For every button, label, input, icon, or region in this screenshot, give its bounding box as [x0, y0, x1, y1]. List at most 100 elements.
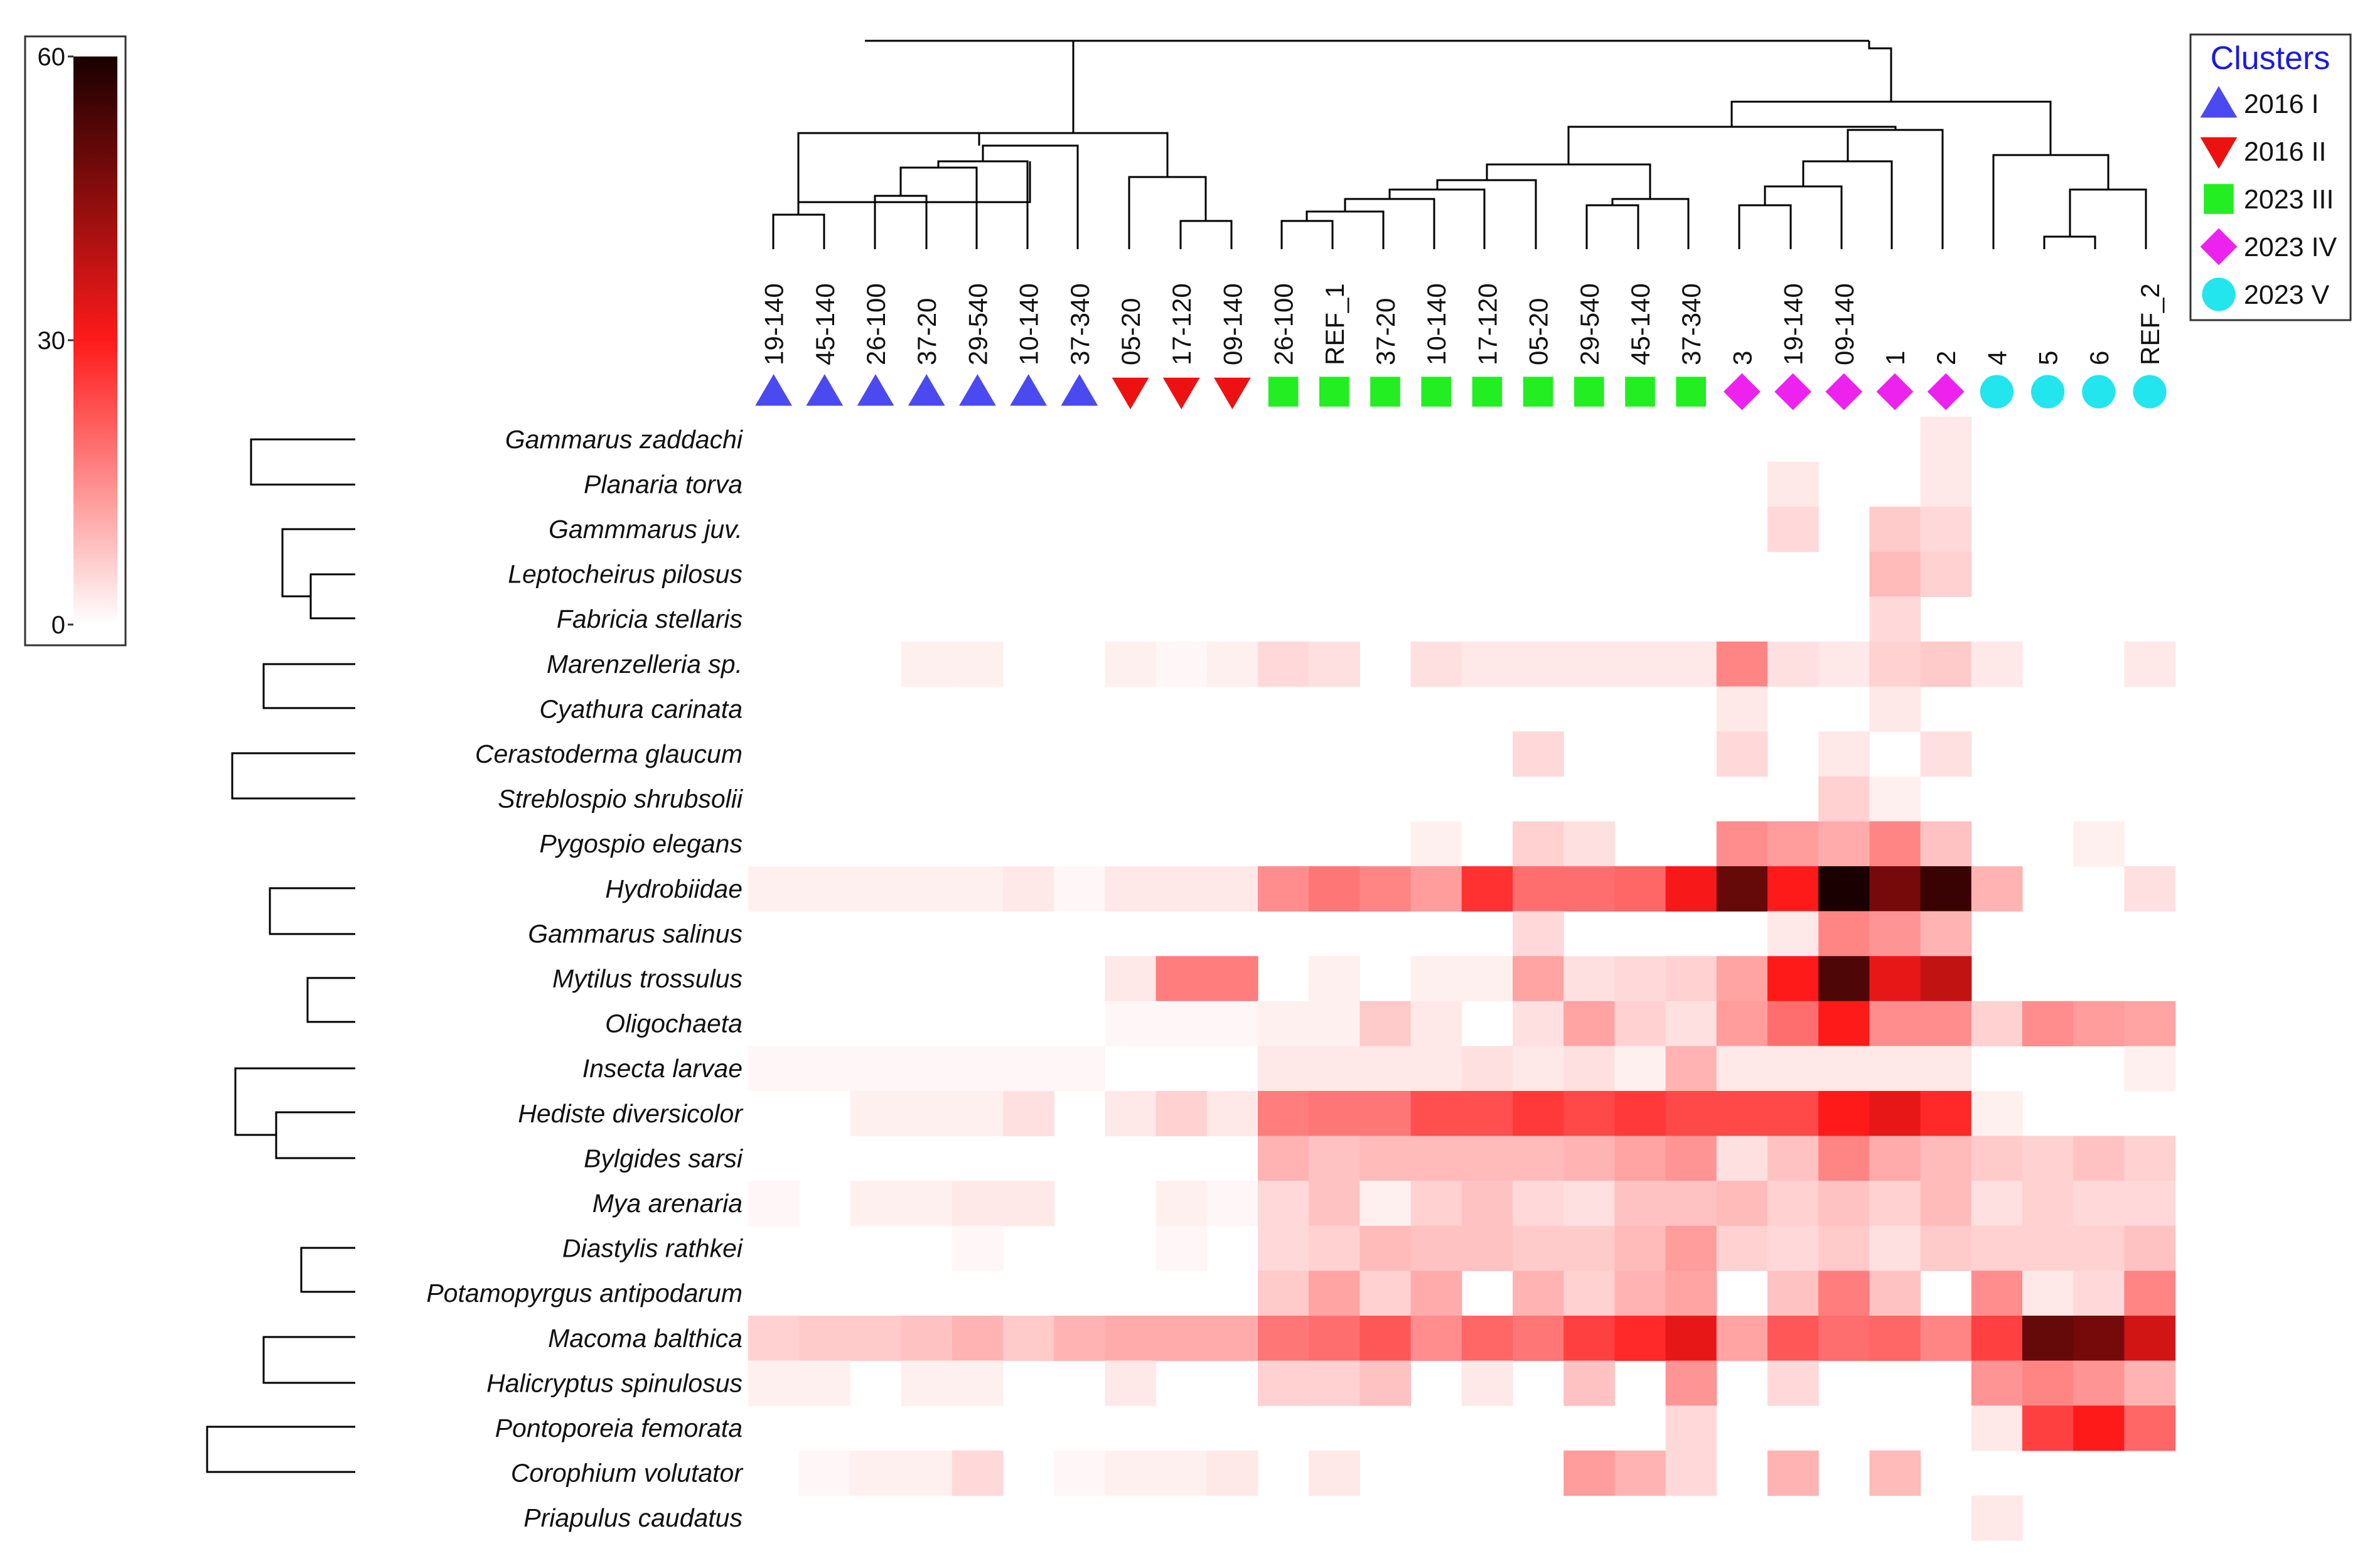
circle-marker [2031, 375, 2065, 409]
triangle-up-marker [755, 374, 792, 406]
column-labels: 19-140 45-140 26-100 37-20 29-540 10-140 37-34… [759, 283, 2165, 365]
heatmap-cell [1309, 956, 1360, 1002]
heatmap-cell [1258, 1136, 1309, 1181]
heatmap-cell [1258, 866, 1309, 912]
heatmap-cell [1309, 1091, 1360, 1137]
heatmap-cell [1258, 1360, 1309, 1406]
heatmap-cell [1716, 1181, 1768, 1227]
heatmap-cell [748, 1360, 800, 1406]
heatmap-cell [1563, 1225, 1615, 1271]
circle-marker [2202, 277, 2236, 311]
heatmap-cell [1869, 1450, 1921, 1496]
heatmap-cell [1818, 1181, 1870, 1227]
heatmap-cell [1920, 911, 1972, 957]
heatmap-cell [1309, 1316, 1360, 1361]
heatmap-cell [2073, 1225, 2125, 1271]
heatmap-cell [2073, 1001, 2125, 1046]
heatmap-cell [850, 1450, 902, 1496]
colorbar-tick-mid: 30 [38, 327, 66, 355]
heatmap-cell [1206, 866, 1258, 912]
heatmap-cell [1869, 1181, 1921, 1227]
heatmap-cell [1461, 1136, 1513, 1181]
heatmap-cell [1309, 1136, 1360, 1181]
row-label: Marenzelleria sp. [547, 650, 743, 679]
column-label: 45-140 [1626, 283, 1655, 365]
heatmap-cell [1003, 866, 1054, 912]
column-label: 26-100 [861, 283, 891, 365]
heatmap-cell [1665, 1136, 1717, 1181]
column-label: 17-120 [1472, 283, 1502, 365]
diamond-marker [1774, 373, 1811, 411]
heatmap-cell [1971, 1091, 2023, 1137]
heatmap-cell [1309, 1046, 1360, 1092]
heatmap-cell [1716, 1225, 1768, 1271]
heatmap-cell [1410, 1001, 1462, 1046]
heatmap-cell [1563, 1450, 1615, 1496]
column-label: 37-340 [1065, 283, 1095, 365]
triangle-up-marker [806, 374, 844, 406]
diamond-marker [1876, 373, 1914, 411]
heatmap-cell [1513, 1091, 1564, 1137]
heatmap-cell [1513, 956, 1564, 1002]
heatmap-cell [1767, 1136, 1819, 1181]
heatmap-cell [1461, 956, 1513, 1002]
heatmap-cell [1105, 866, 1157, 912]
heatmap-cell [1513, 1046, 1564, 1092]
heatmap-cell [1258, 1316, 1309, 1361]
square-marker [1421, 377, 1451, 407]
heatmap-cell [1920, 642, 1972, 687]
heatmap-cell [1665, 956, 1717, 1002]
heatmap-cell [1003, 1181, 1054, 1227]
heatmap-cell [1410, 1270, 1462, 1316]
heatmap-cell [1156, 642, 1208, 687]
heatmap-cell [850, 1046, 902, 1092]
heatmap-cell [1614, 1091, 1666, 1137]
heatmap-cell [1258, 642, 1309, 687]
heatmap-cell [2073, 1136, 2125, 1181]
heatmap-cell [1920, 1316, 1972, 1361]
square-marker [2204, 184, 2234, 214]
heatmap-cell [1665, 1181, 1717, 1227]
heatmap-cell [1513, 642, 1564, 687]
heatmap-cell [1054, 1046, 1105, 1092]
row-label: Planaria torva [584, 470, 743, 498]
heatmap-cell [1971, 1316, 2023, 1361]
heatmap-cell [1206, 1316, 1258, 1361]
heatmap-cell [1206, 1001, 1258, 1046]
heatmap-cell [1665, 1091, 1717, 1137]
heatmap-cell [1513, 1316, 1564, 1361]
row-label: Mytilus trossulus [552, 964, 743, 993]
circle-marker [2082, 375, 2116, 409]
heatmap-cell [2022, 1316, 2074, 1361]
heatmap-cell [1767, 507, 1819, 552]
heatmap-cell [1410, 642, 1462, 687]
triangle-up-marker [857, 374, 894, 406]
heatmap-cell [1359, 1316, 1412, 1361]
row-label: Priapulus caudatus [523, 1503, 743, 1532]
heatmap-cell [1869, 776, 1921, 822]
row-label: Streblospio shrubsolii [498, 785, 744, 814]
heatmap-cell [1513, 1001, 1564, 1046]
row-label: Gammarus salinus [528, 919, 743, 948]
legend: Clusters 2016 I 2016 II 2023 III 2023 IV 202… [2189, 33, 2352, 321]
heatmap-cell [952, 1046, 1004, 1092]
heatmap-cell [1003, 1091, 1054, 1137]
heatmap-cell [2124, 866, 2176, 912]
colorbar-tick-min: 0 [51, 611, 65, 639]
heatmap-cell [1563, 642, 1615, 687]
heatmap-cell [1258, 1270, 1309, 1316]
heatmap-cell [2124, 642, 2176, 687]
heatmap-cell [2124, 1316, 2176, 1361]
heatmap-cell [1563, 1360, 1615, 1406]
heatmap-cell [1105, 642, 1157, 687]
heatmap-cell [1359, 1046, 1412, 1092]
heatmap-cell [1359, 1001, 1412, 1046]
heatmap-cell [2124, 1001, 2176, 1046]
triangle-down-marker [2200, 137, 2238, 169]
column-label: 26-100 [1269, 283, 1299, 365]
triangle-down-marker [1214, 377, 1251, 409]
circle-marker [2133, 375, 2167, 409]
heatmap-cell [1206, 1181, 1258, 1227]
heatmap-cell [1156, 1001, 1208, 1046]
